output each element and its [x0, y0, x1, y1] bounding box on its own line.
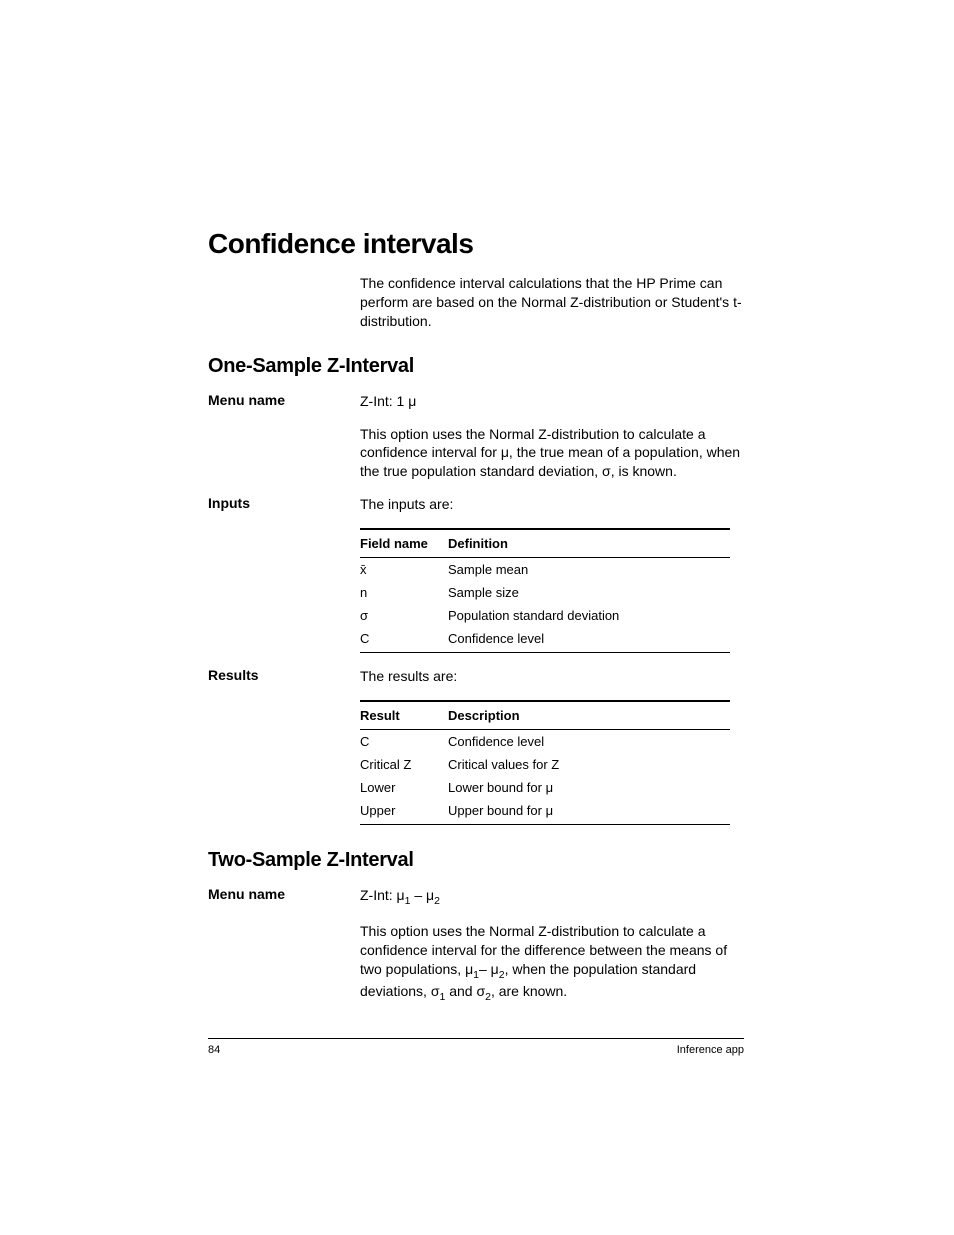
results-header-description: Description — [448, 701, 730, 730]
menu-name-value-1: Z-Int: 1 μ — [360, 392, 744, 411]
cell: n — [360, 581, 448, 604]
menu-name-value-2: Z-Int: μ1 – μ2 — [360, 886, 744, 908]
inputs-table: Field name Definition x̄ Sample mean n S… — [360, 528, 730, 653]
text: – μ — [479, 961, 499, 977]
cell: Confidence level — [448, 627, 730, 653]
subscript: 2 — [434, 895, 440, 907]
footer-divider — [208, 1038, 744, 1039]
cell: Critical values for Z — [448, 753, 730, 776]
cell: Sample mean — [448, 558, 730, 582]
inputs-header-field: Field name — [360, 529, 448, 558]
main-heading: Confidence intervals — [208, 228, 744, 260]
table-row: Critical Z Critical values for Z — [360, 753, 730, 776]
table-row: n Sample size — [360, 581, 730, 604]
results-header-result: Result — [360, 701, 448, 730]
cell: Population standard deviation — [448, 604, 730, 627]
cell: Upper — [360, 799, 448, 825]
text: – μ — [410, 887, 434, 903]
section1-heading: One-Sample Z-Interval — [208, 355, 744, 378]
intro-text: The confidence interval calculations tha… — [360, 274, 744, 331]
chapter-name: Inference app — [677, 1044, 744, 1056]
text: , are known. — [491, 983, 567, 999]
cell: C — [360, 627, 448, 653]
cell: Lower — [360, 776, 448, 799]
cell: Upper bound for μ — [448, 799, 730, 825]
cell: Lower bound for μ — [448, 776, 730, 799]
menu-name-label-2: Menu name — [208, 886, 360, 908]
section2-heading: Two-Sample Z-Interval — [208, 849, 744, 872]
cell: Confidence level — [448, 730, 730, 754]
table-row: C Confidence level — [360, 627, 730, 653]
results-table: Result Description C Confidence level Cr… — [360, 700, 730, 825]
table-row: Lower Lower bound for μ — [360, 776, 730, 799]
table-row: Upper Upper bound for μ — [360, 799, 730, 825]
section1-description: This option uses the Normal Z-distributi… — [360, 425, 744, 482]
results-label: Results — [208, 667, 360, 686]
menu-name-label-1: Menu name — [208, 392, 360, 411]
inputs-label: Inputs — [208, 495, 360, 514]
results-intro: The results are: — [360, 667, 744, 686]
table-row: σ Population standard deviation — [360, 604, 730, 627]
table-row: C Confidence level — [360, 730, 730, 754]
cell: x̄ — [360, 558, 448, 582]
cell: σ — [360, 604, 448, 627]
text: and σ — [445, 983, 485, 999]
inputs-intro: The inputs are: — [360, 495, 744, 514]
table-row: x̄ Sample mean — [360, 558, 730, 582]
cell: Sample size — [448, 581, 730, 604]
cell: Critical Z — [360, 753, 448, 776]
cell: C — [360, 730, 448, 754]
text: Z-Int: μ — [360, 887, 405, 903]
section2-description: This option uses the Normal Z-distributi… — [360, 922, 744, 1004]
inputs-header-definition: Definition — [448, 529, 730, 558]
page-number: 84 — [208, 1044, 220, 1056]
